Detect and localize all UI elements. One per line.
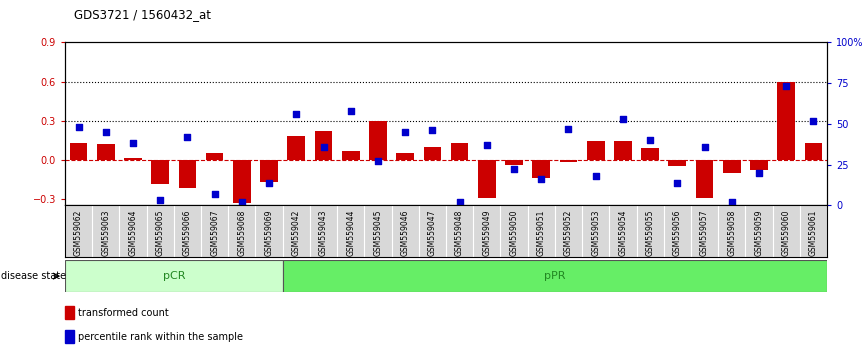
Bar bbox=[152, 160, 169, 184]
Bar bbox=[206, 153, 223, 160]
Point bbox=[72, 124, 86, 130]
Text: GSM559063: GSM559063 bbox=[101, 210, 110, 256]
Point bbox=[616, 116, 630, 122]
Text: GSM559061: GSM559061 bbox=[809, 210, 818, 256]
Point bbox=[126, 141, 140, 146]
Bar bbox=[260, 160, 278, 182]
Bar bbox=[282, 260, 827, 292]
Bar bbox=[505, 160, 523, 165]
Text: GSM559062: GSM559062 bbox=[74, 210, 83, 256]
Bar bbox=[478, 160, 495, 198]
Text: GSM559047: GSM559047 bbox=[428, 210, 436, 256]
Point bbox=[453, 199, 467, 205]
Point bbox=[317, 144, 331, 149]
Point bbox=[725, 199, 739, 205]
Point bbox=[425, 127, 439, 133]
Point bbox=[643, 137, 657, 143]
Text: GSM559048: GSM559048 bbox=[456, 210, 464, 256]
Point bbox=[262, 180, 276, 185]
Bar bbox=[669, 160, 686, 166]
Bar bbox=[641, 148, 659, 160]
Point bbox=[235, 199, 249, 205]
Point bbox=[344, 108, 358, 114]
Text: GSM559044: GSM559044 bbox=[346, 210, 355, 256]
Text: GSM559059: GSM559059 bbox=[754, 210, 764, 256]
Bar bbox=[559, 160, 578, 162]
Text: GSM559050: GSM559050 bbox=[509, 210, 519, 256]
Text: GSM559052: GSM559052 bbox=[564, 210, 573, 256]
Text: GSM559054: GSM559054 bbox=[618, 210, 627, 256]
Text: GSM559042: GSM559042 bbox=[292, 210, 301, 256]
Text: transformed count: transformed count bbox=[78, 308, 169, 318]
Point bbox=[208, 191, 222, 197]
Bar bbox=[450, 143, 469, 160]
Text: pPR: pPR bbox=[544, 271, 565, 281]
Text: GSM559043: GSM559043 bbox=[319, 210, 328, 256]
Bar bbox=[97, 144, 114, 160]
Text: GSM559064: GSM559064 bbox=[128, 210, 138, 256]
Bar bbox=[342, 150, 359, 160]
Text: GSM559060: GSM559060 bbox=[782, 210, 791, 256]
Bar bbox=[423, 147, 441, 160]
Text: GDS3721 / 1560432_at: GDS3721 / 1560432_at bbox=[74, 8, 210, 21]
Point bbox=[698, 144, 712, 149]
Text: GSM559057: GSM559057 bbox=[700, 210, 709, 256]
Bar bbox=[233, 160, 251, 203]
Bar bbox=[369, 121, 387, 160]
Text: GSM559069: GSM559069 bbox=[265, 210, 274, 256]
Bar bbox=[288, 136, 305, 160]
Point bbox=[561, 126, 575, 132]
Text: disease state: disease state bbox=[1, 271, 66, 281]
Bar bbox=[695, 160, 714, 198]
Bar bbox=[124, 159, 142, 160]
Point bbox=[371, 159, 385, 164]
Bar bbox=[178, 160, 197, 188]
Bar bbox=[805, 143, 822, 160]
Bar bbox=[750, 160, 768, 170]
Text: percentile rank within the sample: percentile rank within the sample bbox=[78, 332, 243, 342]
Bar bbox=[397, 153, 414, 160]
Point bbox=[534, 176, 548, 182]
Text: GSM559053: GSM559053 bbox=[591, 210, 600, 256]
Text: GSM559051: GSM559051 bbox=[537, 210, 546, 256]
Bar bbox=[314, 131, 333, 160]
Bar bbox=[533, 160, 550, 178]
Point bbox=[806, 118, 820, 124]
Point bbox=[180, 134, 194, 140]
Point bbox=[779, 84, 793, 89]
Bar bbox=[723, 160, 740, 173]
Point bbox=[398, 129, 412, 135]
Bar bbox=[65, 307, 74, 319]
Text: GSM559058: GSM559058 bbox=[727, 210, 736, 256]
Text: GSM559068: GSM559068 bbox=[237, 210, 246, 256]
Text: GSM559055: GSM559055 bbox=[646, 210, 655, 256]
Point bbox=[507, 167, 521, 172]
Bar bbox=[69, 143, 87, 160]
Bar bbox=[614, 142, 631, 160]
Point bbox=[289, 111, 303, 117]
Text: GSM559049: GSM559049 bbox=[482, 210, 491, 256]
Text: GSM559066: GSM559066 bbox=[183, 210, 192, 256]
Text: GSM559056: GSM559056 bbox=[673, 210, 682, 256]
Bar bbox=[65, 260, 282, 292]
Text: GSM559046: GSM559046 bbox=[401, 210, 410, 256]
Point bbox=[670, 180, 684, 185]
Point bbox=[589, 173, 603, 179]
Bar bbox=[778, 81, 795, 160]
Text: GSM559067: GSM559067 bbox=[210, 210, 219, 256]
Text: pCR: pCR bbox=[163, 271, 185, 281]
Point bbox=[99, 129, 113, 135]
Text: GSM559065: GSM559065 bbox=[156, 210, 165, 256]
Point bbox=[153, 198, 167, 203]
Bar bbox=[587, 142, 604, 160]
Point bbox=[752, 170, 766, 176]
Bar bbox=[65, 330, 74, 343]
Point bbox=[480, 142, 494, 148]
Text: GSM559045: GSM559045 bbox=[373, 210, 383, 256]
